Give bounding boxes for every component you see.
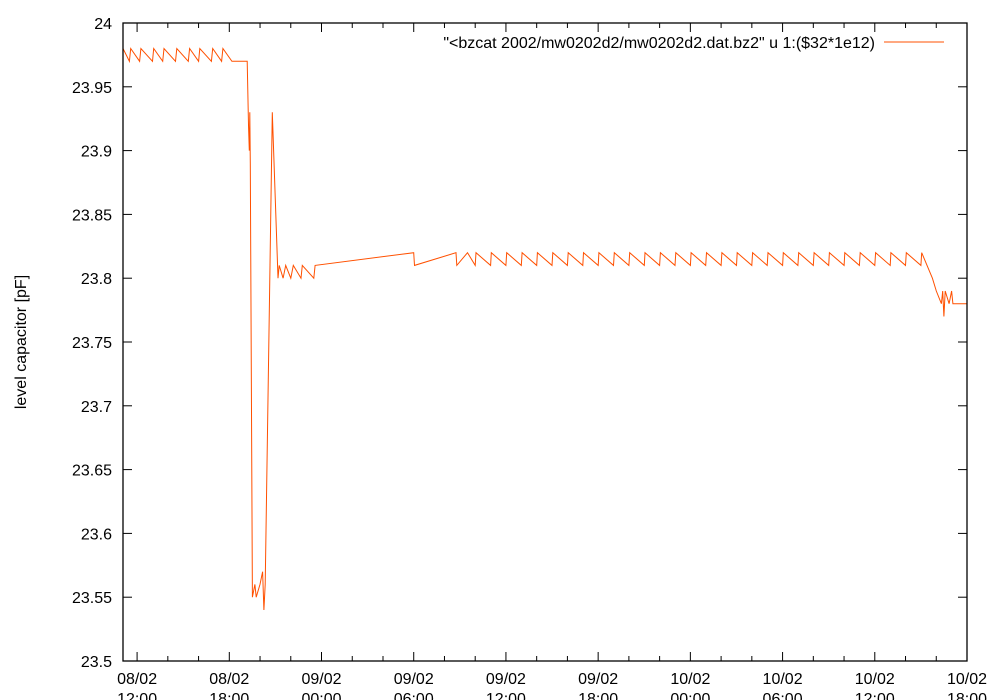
x-tick-label-time: 18:00: [947, 691, 987, 700]
x-tick-label-date: 10/02: [670, 671, 710, 688]
x-tick-label-date: 10/02: [947, 671, 987, 688]
x-tick-label-date: 10/02: [763, 671, 803, 688]
x-tick-label-time: 18:00: [578, 691, 618, 700]
y-axis: 23.5 23.55 23.6 23.65 23.7 23.75 23.8 23.85 23.9…: [72, 16, 967, 671]
y-tick-label: 23.75: [72, 335, 112, 352]
series-layer: [122, 47, 967, 611]
x-tick-label-time: 12:00: [486, 691, 526, 700]
x-tick-label-date: 09/02: [486, 671, 526, 688]
y-tick-label: 23.9: [81, 144, 112, 161]
y-tick-label: 24: [94, 16, 112, 33]
series-line: [122, 47, 967, 611]
y-tick-label: 23.8: [81, 271, 112, 288]
x-tick-label-date: 09/02: [578, 671, 618, 688]
y-tick-label: 23.95: [72, 80, 112, 97]
legend-label: "<bzcat 2002/mw0202d2/mw0202d2.dat.bz2" …: [443, 35, 875, 52]
y-tick-label: 23.65: [72, 463, 112, 480]
x-tick-label-time: 06:00: [394, 691, 434, 700]
y-tick-label: 23.7: [81, 399, 112, 416]
y-tick-label: 23.5: [81, 654, 112, 671]
x-tick-label-date: 09/02: [394, 671, 434, 688]
x-tick-label-time: 00:00: [670, 691, 710, 700]
x-tick-label-time: 06:00: [763, 691, 803, 700]
x-tick-label-date: 08/02: [209, 671, 249, 688]
x-tick-label-time: 18:00: [209, 691, 249, 700]
x-tick-label-date: 10/02: [855, 671, 895, 688]
y-axis-label: level capacitor [pF]: [13, 275, 30, 409]
x-tick-label-time: 00:00: [301, 691, 341, 700]
y-tick-label: 23.6: [81, 526, 112, 543]
x-tick-label-time: 12:00: [117, 691, 157, 700]
y-tick-label: 23.55: [72, 590, 112, 607]
x-axis: 08/02 12:00 08/02 18:00 09/02 00:00 09/02 06:00…: [117, 23, 987, 700]
y-tick-label: 23.85: [72, 207, 112, 224]
x-tick-label-time: 12:00: [855, 691, 895, 700]
legend: "<bzcat 2002/mw0202d2/mw0202d2.dat.bz2" …: [443, 35, 944, 52]
x-tick-label-date: 09/02: [301, 671, 341, 688]
x-tick-label-date: 08/02: [117, 671, 157, 688]
